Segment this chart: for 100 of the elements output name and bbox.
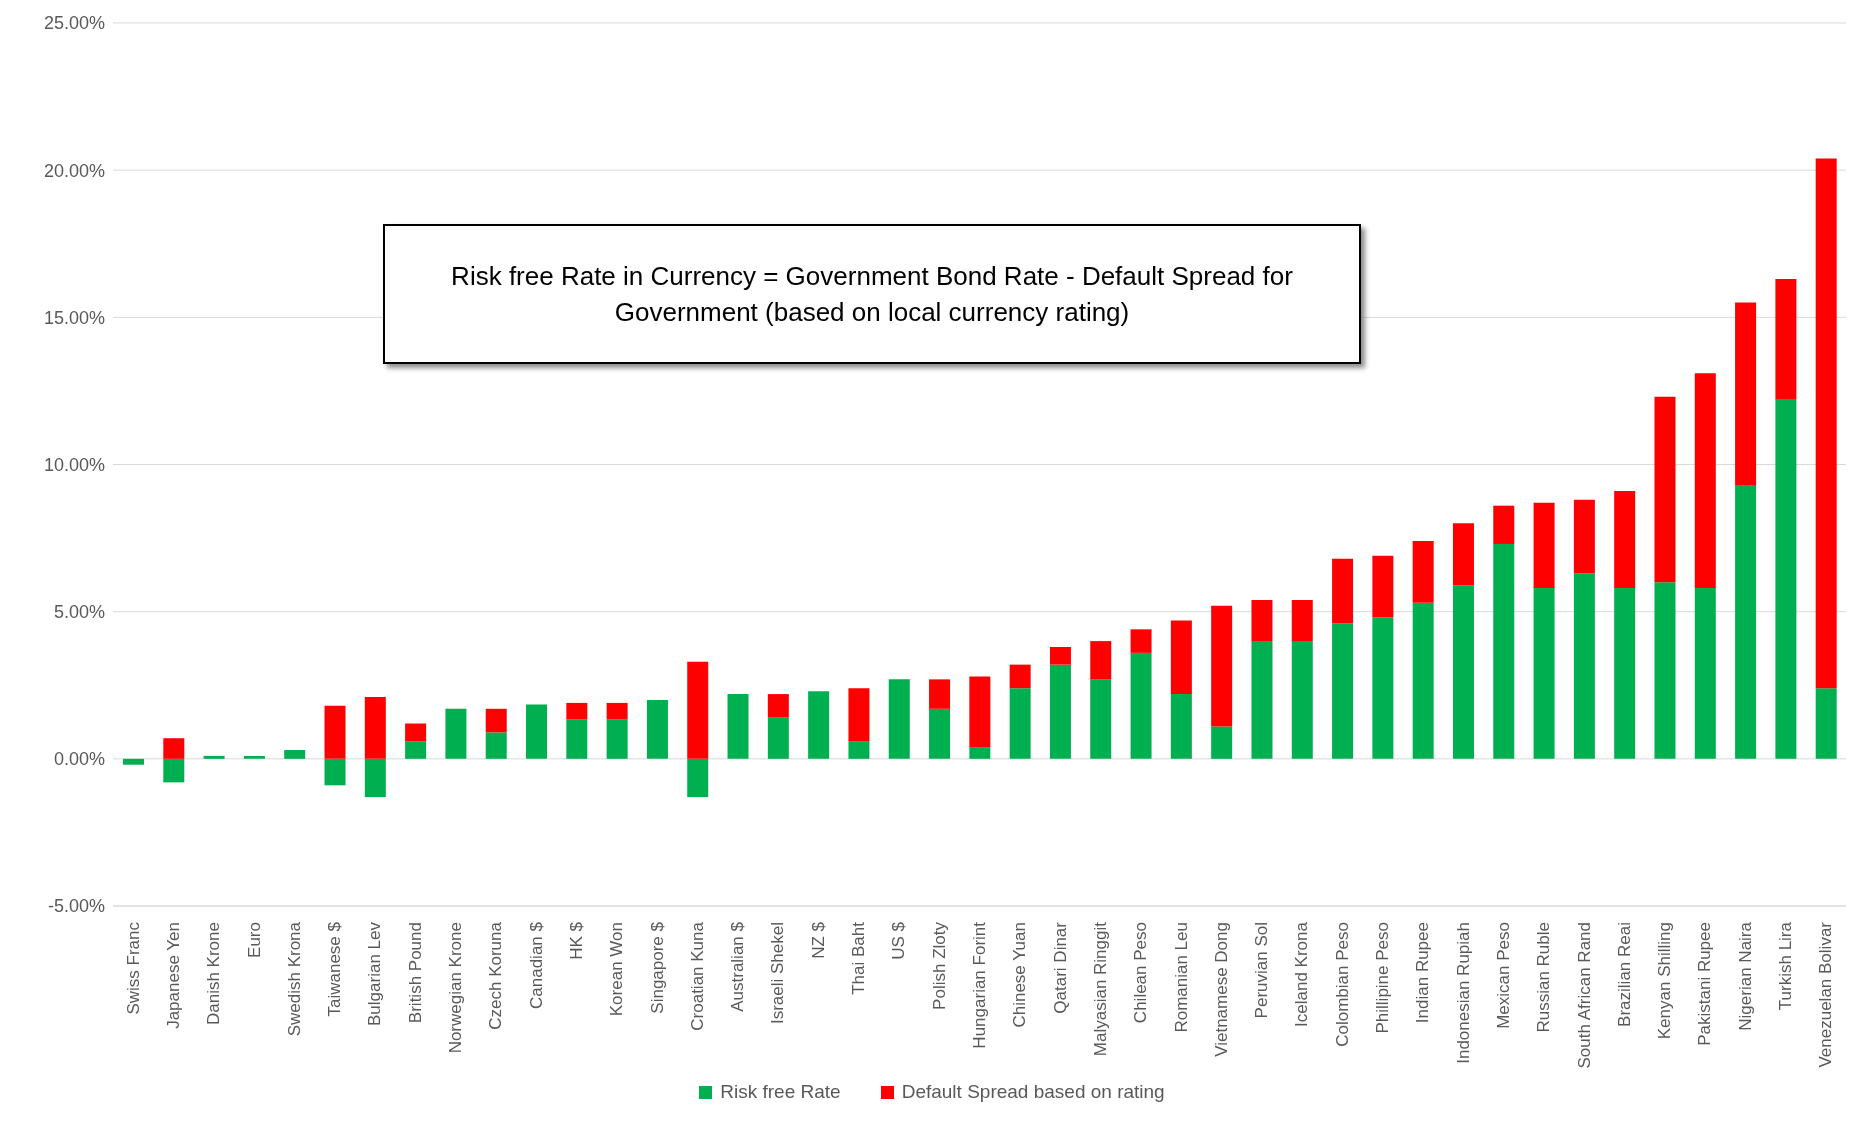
x-tick-label: Vietnamese Dong bbox=[1211, 922, 1231, 1057]
x-tick-label: Canadian $ bbox=[526, 921, 546, 1009]
bar bbox=[1573, 499, 1595, 574]
y-tick-label: 25.00% bbox=[43, 13, 105, 34]
bar bbox=[1493, 543, 1515, 759]
x-tick-label: Thai Baht bbox=[849, 921, 869, 995]
bar bbox=[123, 758, 144, 765]
bar bbox=[364, 758, 386, 798]
x-tick-label: Japanese Yen bbox=[163, 922, 183, 1029]
bar bbox=[1533, 588, 1555, 759]
bar bbox=[606, 719, 628, 759]
bar bbox=[485, 732, 507, 759]
x-tick-label: Iceland Krona bbox=[1292, 921, 1312, 1027]
bar bbox=[1573, 573, 1595, 759]
x-tick-label: Korean Won bbox=[607, 922, 627, 1017]
x-tick-label: South African Rand bbox=[1574, 922, 1594, 1069]
bar bbox=[1130, 652, 1152, 759]
x-tick-label: Euro bbox=[244, 922, 264, 958]
bar bbox=[888, 679, 910, 759]
x-tick-label: Indonesian Rupiah bbox=[1453, 922, 1473, 1064]
y-tick-label: 15.00% bbox=[43, 307, 105, 328]
bar bbox=[163, 738, 185, 759]
x-tick-label: Peruvian Sol bbox=[1252, 922, 1272, 1019]
bar bbox=[929, 708, 951, 759]
bar bbox=[163, 758, 185, 783]
x-tick-label: Russian Ruble bbox=[1534, 922, 1554, 1033]
bar bbox=[687, 661, 709, 759]
bar bbox=[1372, 617, 1394, 759]
bar bbox=[969, 676, 991, 748]
bar bbox=[203, 755, 225, 759]
x-tick-label: Indian Rupee bbox=[1413, 922, 1433, 1024]
bar bbox=[929, 679, 951, 709]
x-tick-label: NZ $ bbox=[808, 921, 828, 959]
bar bbox=[1412, 602, 1434, 759]
x-tick-label: Phillipine Peso bbox=[1373, 922, 1393, 1034]
bar bbox=[1412, 541, 1434, 603]
bar bbox=[243, 755, 265, 759]
bar bbox=[1090, 679, 1112, 759]
x-tick-label: Croatian Kuna bbox=[687, 921, 707, 1031]
bar bbox=[1735, 302, 1757, 486]
bar bbox=[1815, 688, 1837, 759]
bar bbox=[646, 699, 668, 759]
x-tick-label: Malyasian Ringgit bbox=[1090, 921, 1110, 1057]
x-tick-label: Danish Krone bbox=[204, 922, 224, 1026]
bar bbox=[1775, 279, 1797, 400]
x-tick-label: Swedish Krona bbox=[284, 921, 304, 1037]
bar bbox=[445, 708, 467, 759]
x-tick-label: Romanian Leu bbox=[1171, 922, 1191, 1033]
x-tick-label: Kenyan Shilling bbox=[1655, 922, 1675, 1040]
bar bbox=[969, 747, 991, 759]
bar bbox=[1614, 588, 1636, 759]
bar bbox=[405, 723, 427, 742]
bar bbox=[808, 691, 830, 759]
bar bbox=[324, 758, 346, 786]
bar bbox=[1211, 605, 1233, 727]
y-tick-label: 5.00% bbox=[53, 602, 105, 623]
bar bbox=[1614, 490, 1636, 589]
y-tick-label: 10.00% bbox=[43, 454, 105, 475]
bar bbox=[485, 708, 507, 733]
bar bbox=[1332, 558, 1354, 624]
bar bbox=[1170, 694, 1192, 759]
bar bbox=[848, 688, 870, 742]
text-box: Risk free Rate in Currency = Government Bond Rate - Default Spread for Government (based on local currency rating) bbox=[383, 224, 1361, 364]
bar bbox=[566, 719, 588, 759]
x-tick-label: British Pound bbox=[405, 922, 425, 1024]
bar bbox=[1009, 664, 1031, 689]
bar bbox=[1130, 629, 1152, 653]
x-tick-label: Singapore $ bbox=[647, 921, 667, 1014]
bar bbox=[1372, 555, 1394, 618]
x-tick-label: Turkish Lira bbox=[1776, 921, 1796, 1011]
bar bbox=[1251, 641, 1273, 759]
bar bbox=[1815, 158, 1837, 689]
bar bbox=[1694, 373, 1716, 589]
x-tick-label: Chilean Peso bbox=[1131, 922, 1151, 1024]
bar bbox=[767, 694, 789, 718]
bar bbox=[848, 741, 870, 759]
bar bbox=[324, 705, 346, 759]
x-tick-label: Israeli Shekel bbox=[768, 922, 788, 1025]
bar bbox=[1332, 623, 1354, 759]
bar bbox=[1452, 523, 1474, 586]
bar bbox=[1211, 726, 1233, 759]
x-tick-label: Hungarian Forint bbox=[970, 921, 989, 1049]
bar bbox=[1735, 485, 1757, 759]
bar bbox=[526, 704, 548, 759]
x-tick-label: Norwegian Krone bbox=[446, 922, 466, 1054]
bar bbox=[606, 702, 628, 720]
x-tick-label: Polish Zloty bbox=[929, 921, 949, 1010]
bar bbox=[1452, 585, 1474, 759]
bar bbox=[1251, 599, 1273, 642]
x-tick-label: US $ bbox=[889, 921, 909, 960]
bar bbox=[1654, 396, 1676, 583]
y-tick-label: -5.00% bbox=[47, 896, 105, 917]
x-tick-label: Czech Koruna bbox=[486, 921, 506, 1030]
bar bbox=[364, 697, 386, 759]
x-tick-label: Mexican Peso bbox=[1493, 922, 1513, 1029]
bar bbox=[566, 702, 588, 720]
y-tick-label: 20.00% bbox=[43, 160, 105, 181]
bar bbox=[1694, 588, 1716, 759]
x-tick-label: Bulgarian Lev bbox=[365, 921, 385, 1026]
x-tick-label: Swiss Franc bbox=[123, 921, 143, 1015]
